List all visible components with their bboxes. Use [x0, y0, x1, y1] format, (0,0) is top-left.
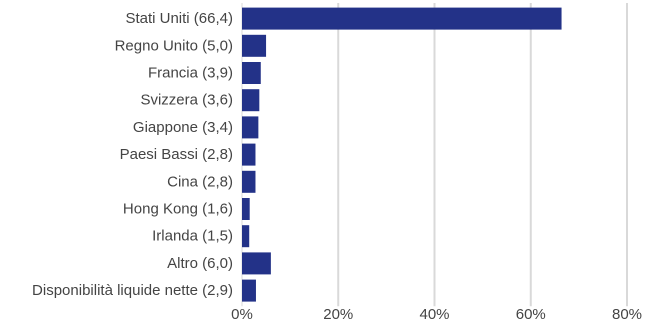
x-tick-label: 40% — [419, 306, 449, 323]
category-label: Regno Unito (5,0) — [115, 37, 233, 54]
bar — [242, 170, 256, 193]
bar — [242, 116, 259, 139]
bar — [242, 143, 256, 166]
bar — [242, 34, 267, 57]
x-tick-label: 20% — [323, 306, 353, 323]
category-label: Hong Kong (1,6) — [123, 201, 233, 218]
category-label: Svizzera (3,6) — [140, 92, 233, 109]
category-label: Francia (3,9) — [148, 65, 233, 82]
grid-lines — [241, 3, 628, 307]
category-label: Altro (6,0) — [167, 255, 233, 272]
bar — [242, 89, 260, 112]
category-label: Irlanda (1,5) — [152, 228, 233, 245]
bar — [242, 225, 250, 248]
category-label: Stati Uniti (66,4) — [125, 10, 233, 27]
x-tick-label: 0% — [231, 306, 253, 323]
category-label: Paesi Bassi (2,8) — [120, 146, 233, 163]
category-label: Disponibilità liquide nette (2,9) — [32, 282, 233, 299]
x-tick-label: 60% — [516, 306, 546, 323]
category-label: Giappone (3,4) — [133, 119, 233, 136]
bars — [242, 7, 562, 302]
bar — [242, 198, 250, 220]
bar — [242, 7, 562, 30]
bar — [242, 279, 256, 302]
category-labels: Stati Uniti (66,4) Regno Unito (5,0) Franc… — [32, 10, 233, 299]
bar — [242, 62, 261, 84]
category-label: Cina (2,8) — [167, 173, 233, 190]
x-axis-tick-labels: 0% 20% 40% 60% 80% — [231, 306, 642, 323]
bar — [242, 252, 271, 275]
x-tick-label: 80% — [612, 306, 642, 323]
